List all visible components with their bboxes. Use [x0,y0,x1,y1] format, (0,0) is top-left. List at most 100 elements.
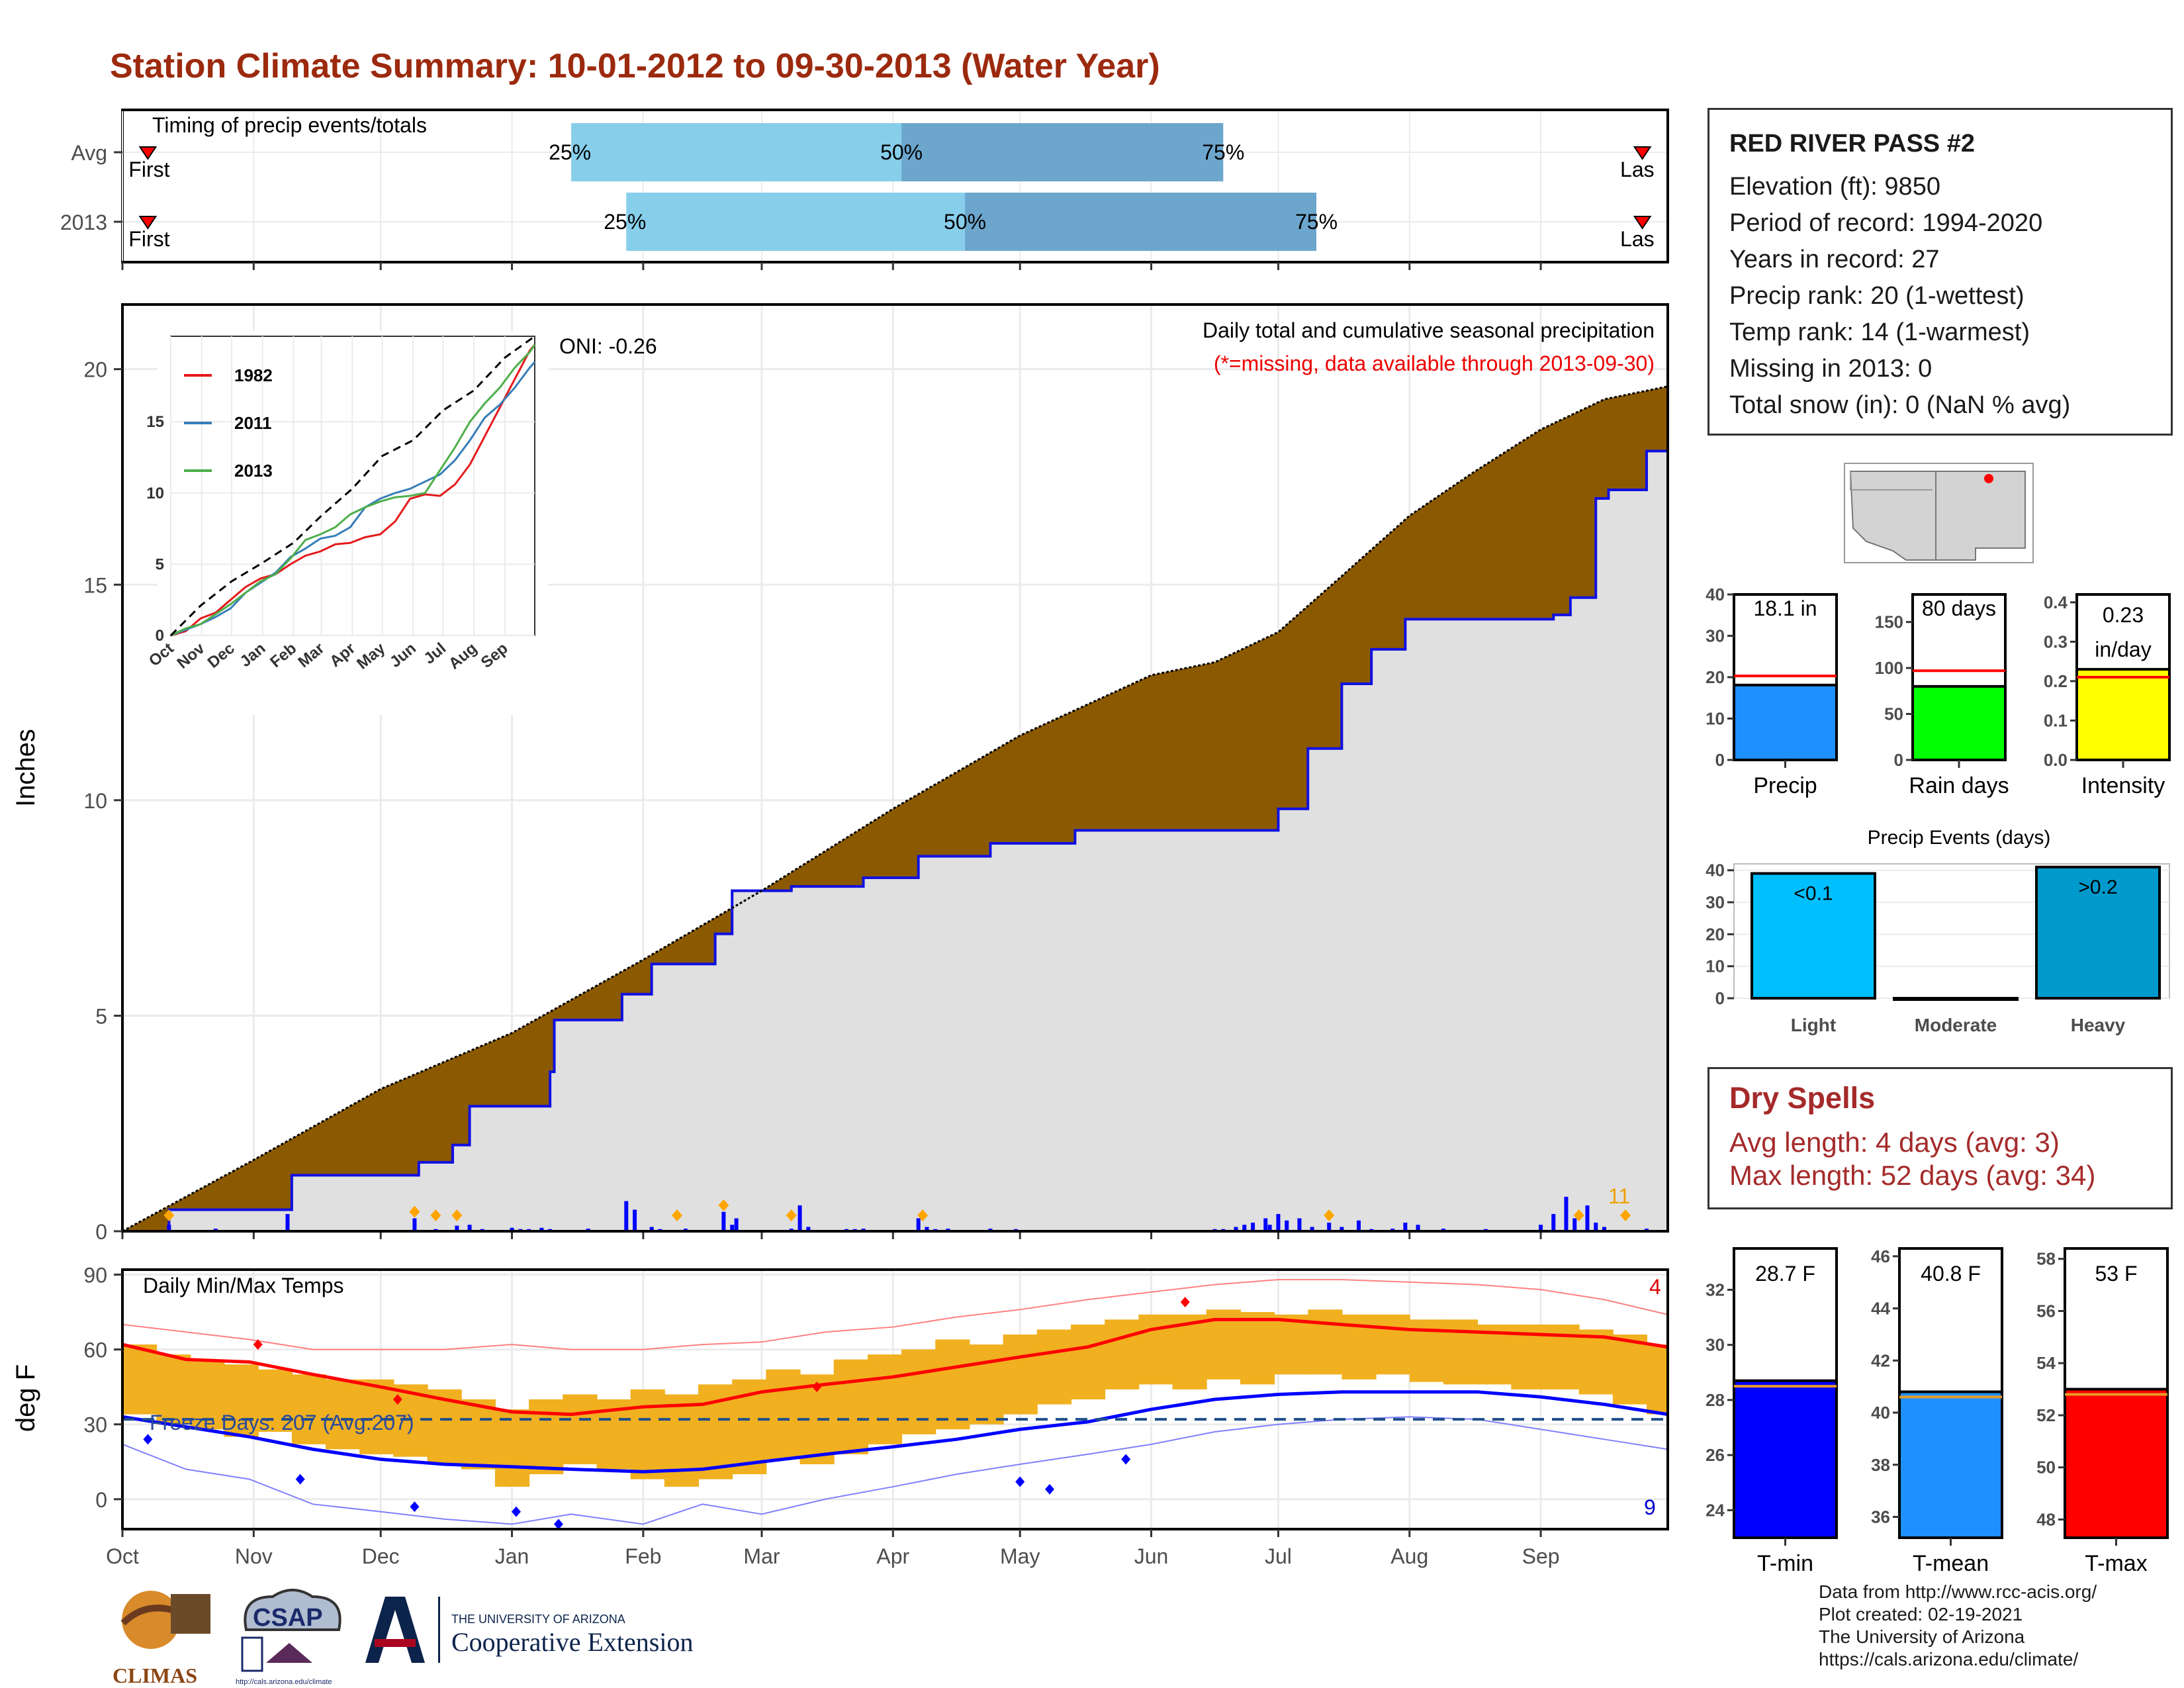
precip-markers [121,1199,1631,1239]
small-chart-ytick-label: 0 [1894,750,1903,770]
precip-obs-area [122,451,1668,1232]
timing-row-label: Avg [71,141,107,165]
timing-axis: Avg 2013 [60,141,1542,270]
svg-text:THE UNIVERSITY OF ARIZONA: THE UNIVERSITY OF ARIZONA [451,1613,625,1626]
month-tick-label: Sep [1522,1544,1560,1568]
precip-title: Daily total and cumulative seasonal prec… [1203,318,1655,342]
small-chart-ytick-label: 52 [2036,1405,2056,1425]
inset-legend-label: 1982 [234,365,273,385]
month-tick-label: Feb [625,1544,661,1568]
station-precip-rank: Precip rank: 20 (1-wettest) [1729,282,2025,310]
small-chart-ytick-label: 38 [1871,1455,1890,1475]
small-chart-ytick-label: 24 [1706,1500,1725,1520]
precip-daily-bar [925,1227,929,1231]
small-chart-ytick-label: 36 [1871,1507,1890,1527]
small-chart-value-label: 28.7 F [1755,1262,1815,1286]
small-chart-ytick-label: 0.4 [2044,592,2068,612]
temp-daily-range-bar [190,1359,225,1430]
events-category-label: Light [1791,1015,1836,1035]
precip-daily-bar [1340,1227,1344,1231]
events-category-label: Moderate [1915,1015,1997,1035]
small-chart-ytick-label: 0.3 [2044,632,2068,651]
precip-daily-bar [806,1227,811,1231]
temp-daily-range-bar [1172,1314,1207,1389]
precip-daily-bar [1276,1213,1281,1231]
precip-daily-bar [539,1227,544,1231]
temp-daily-range-bar [1443,1319,1479,1385]
oni-label: ONI: -0.26 [559,334,657,358]
footer-notes: Data from http://www.rcc-acis.org/ Plot … [1819,1581,2097,1671]
small-chart-ytick-label: 58 [2036,1249,2056,1269]
small-chart-bar [1733,1379,1838,1540]
precip-areas [122,385,1668,1233]
station-map [1844,463,2034,563]
svg-text:Cooperative Extension: Cooperative Extension [451,1627,693,1657]
temp-count-top: 4 [1649,1275,1661,1299]
temp-daily-range-bar [630,1389,665,1479]
temp-record-low-marker [410,1501,420,1513]
precip-top-count: 11 [1608,1184,1630,1208]
temp-record-high-marker [812,1382,822,1393]
precip-frame [121,303,1669,1233]
events-bar-label: >0.2 [2078,876,2117,898]
map-border [1850,471,1933,491]
dry-max-length: Max length: 52 days (avg: 34) [1729,1160,2096,1191]
temp-y-label: deg F [11,1364,40,1432]
timing-label-p75: 75% [1295,210,1338,234]
precip-daily-bar [633,1209,637,1231]
events-bar-label: <0.1 [1794,883,1833,905]
small-chart-ytick-label: 10 [1706,709,1725,729]
temp-daily-range-bar [257,1369,293,1432]
station-name: RED RIVER PASS #2 [1729,130,1975,158]
events-ytick-label: 0 [1715,988,1725,1008]
temp-panel: 0 30 60 90 Oct Nov Dec Jan Feb Mar Apr May Jun Jul Au… [11,1264,1669,1568]
small-chart-category-label: Precip [1753,773,1817,798]
small-chart-category-label: T-mean [1913,1551,1989,1576]
timing-last-label: Las [1620,227,1655,251]
footer-data-source: Data from http://www.rcc-acis.org/ [1819,1581,2097,1602]
small-chart-value-label: 53 F [2095,1262,2137,1286]
precip-ytick-label: 20 [83,358,107,382]
timing-label-p25: 25% [549,140,591,164]
month-tick-label: Aug [1390,1544,1428,1568]
station-info-box: RED RIVER PASS #2 Elevation (ft): 9850 P… [1707,108,2173,436]
precip-extreme-marker [718,1199,729,1211]
temp-daily-range-bar [1240,1312,1275,1385]
temp-daily-range-bar [935,1339,970,1430]
precip-daily-bar [1234,1227,1238,1231]
precip-ytick-label: 5 [95,1004,107,1028]
timing-last-marker [1633,146,1652,160]
temp-daily-range-bar [1612,1335,1648,1405]
small-chart-ytick-label: 50 [1884,704,1903,724]
month-tick-label: Apr [876,1544,909,1568]
small-chart-bar [2064,1387,2169,1539]
events-ytick-label: 10 [1706,957,1725,976]
small-chart-ytick-label: 46 [1871,1246,1890,1266]
temp-record-low-marker [511,1506,521,1517]
temp-daily-range-bar [1105,1319,1140,1389]
temp-ytick-label: 30 [83,1413,107,1437]
station-temp-rank: Temp rank: 14 (1-warmest) [1729,318,2030,346]
temp-daily-range-bar [563,1394,598,1464]
timing-last-label: Las [1620,158,1655,181]
temp-record-low-marker [295,1474,305,1485]
small-chart-ytick-label: 30 [1706,626,1725,646]
precip-extreme-marker [1324,1209,1335,1221]
precip-daily-bar [285,1213,290,1231]
temp-daily-range-bar [494,1409,530,1487]
temp-daily-range-bar [1647,1344,1668,1415]
temp-ytick-label: 0 [95,1488,107,1512]
temp-daily-range-bar [969,1344,1004,1425]
precip-daily-bar [1310,1227,1314,1231]
precip-daily-bar [624,1201,629,1231]
temp-daily-range-bar [359,1379,394,1454]
timing-row-label: 2013 [60,211,107,234]
csap-logo: CSAP http://cals.arizona.edu/climate [236,1589,341,1686]
dry-spells-box: Dry Spells Avg length: 4 days (avg: 3) M… [1707,1067,2173,1209]
small-chart-bar [1733,683,1838,761]
precip-daily-bar [721,1211,726,1231]
small-chart-ytick-label: 42 [1871,1350,1890,1370]
events-category-label: Heavy [2071,1015,2126,1035]
precip-daily-bar [1551,1213,1556,1231]
